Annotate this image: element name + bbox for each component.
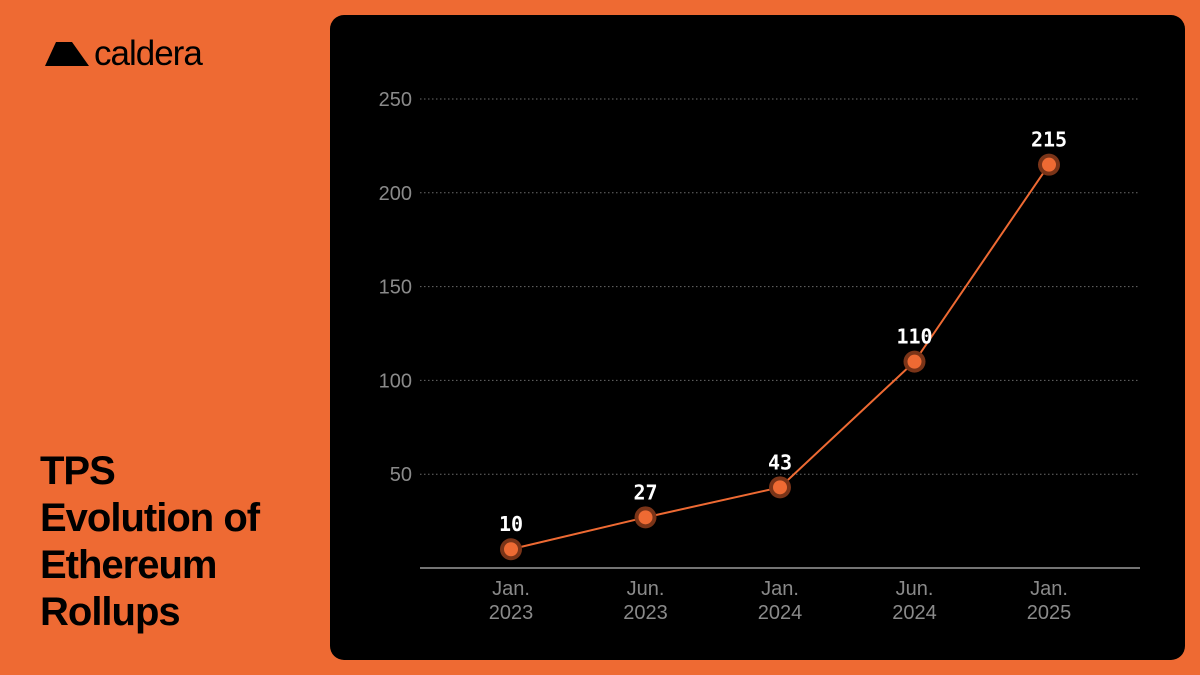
x-axis-ticks: Jan. 2023 Jun. 2023 Jan. 2024 Jun. 2024 Jan. 2025 <box>489 578 1072 624</box>
y-tick-label-100: 100 <box>379 370 412 392</box>
data-point-4 <box>1038 153 1060 176</box>
data-point-1 <box>634 506 657 529</box>
headline-line-3: Ethereum <box>40 543 218 587</box>
data-label-1: 27 <box>633 480 657 504</box>
headline: TPS Evolution of Ethereum Rollups <box>40 448 320 636</box>
data-point-dot <box>504 542 518 557</box>
x-tick-label-1: Jun. 2023 <box>623 578 668 624</box>
y-tick-label-150: 150 <box>379 277 412 299</box>
y-tick-label-250: 250 <box>379 89 412 111</box>
grid-lines <box>420 98 1140 475</box>
x-tick-label-3: Jun. 2024 <box>892 578 937 624</box>
data-point-0 <box>500 538 522 561</box>
brand-logo: caldera <box>44 34 203 73</box>
headline-line-1: TPS <box>40 449 116 493</box>
brand-name: caldera <box>94 34 203 73</box>
data-point-dot <box>638 510 653 525</box>
chart-card: 50 100 150 200 250 Jan. 2023 Jun. 2023 Jan. 2024 J… <box>330 15 1185 660</box>
data-label-3: 110 <box>896 325 932 349</box>
data-labels: 10 27 43 110 215 <box>499 128 1067 537</box>
x-tick-label-2: Jan. 2024 <box>758 578 803 624</box>
data-points <box>500 153 1060 561</box>
y-tick-label-50: 50 <box>390 464 412 486</box>
x-tick-label-4: Jan. 2025 <box>1027 578 1072 624</box>
data-label-4: 215 <box>1031 128 1067 152</box>
y-axis-ticks: 50 100 150 200 250 <box>379 89 412 486</box>
data-point-dot <box>907 354 922 369</box>
data-point-3 <box>903 350 926 373</box>
mountain-icon <box>45 42 89 66</box>
data-point-dot <box>773 480 787 495</box>
data-point-dot <box>1042 157 1056 172</box>
data-label-2: 43 <box>768 450 792 474</box>
data-point-2 <box>769 476 791 499</box>
headline-line-2: Evolution of <box>40 496 260 540</box>
y-tick-label-200: 200 <box>379 183 412 205</box>
x-tick-label-0: Jan. 2023 <box>489 578 534 624</box>
data-label-0: 10 <box>499 512 523 536</box>
headline-line-4: Rollups <box>40 590 181 634</box>
